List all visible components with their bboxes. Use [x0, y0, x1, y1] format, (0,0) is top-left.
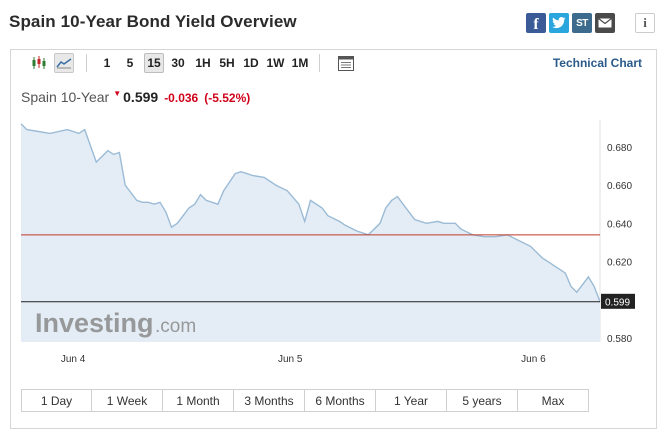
timeframe-1w[interactable]: 1W — [266, 56, 285, 70]
toolbar-divider — [319, 54, 320, 72]
twitter-icon — [552, 17, 566, 29]
line-chart-button[interactable] — [54, 53, 74, 73]
timeframe-1min[interactable]: 1 — [103, 56, 111, 70]
table-icon — [338, 55, 354, 71]
range-1-week-button[interactable]: 1 Week — [92, 390, 163, 411]
series-area — [21, 123, 600, 342]
page-header: Spain 10-Year Bond Yield Overview f ST i — [0, 0, 667, 40]
timeframe-1m[interactable]: 1M — [291, 56, 309, 70]
range-3-months-button[interactable]: 3 Months — [234, 390, 305, 411]
range-1-year-button[interactable]: 1 Year — [376, 390, 447, 411]
email-share-button[interactable] — [595, 13, 615, 33]
timeframe-5h[interactable]: 5H — [219, 56, 235, 70]
range-6-months-button[interactable]: 6 Months — [305, 390, 376, 411]
range-1-day-button[interactable]: 1 Day — [22, 390, 92, 411]
technical-chart-link[interactable]: Technical Chart — [552, 56, 642, 70]
instrument-name: Spain 10-Year — [21, 89, 110, 105]
range-selector: 1 Day 1 Week 1 Month 3 Months 6 Months 1… — [21, 389, 589, 412]
range-1-month-button[interactable]: 1 Month — [163, 390, 234, 411]
price-change-percent: (-5.52%) — [204, 91, 251, 105]
x-tick-label: Jun 5 — [278, 354, 303, 365]
stocktwits-share-button[interactable]: ST — [572, 13, 592, 33]
facebook-share-button[interactable]: f — [526, 13, 546, 33]
candlestick-chart-button[interactable] — [29, 53, 49, 73]
down-arrow-icon: ▼ — [113, 89, 122, 98]
last-price: 0.599 — [123, 89, 159, 105]
timeframe-30min[interactable]: 30 — [171, 56, 185, 70]
investing-watermark-logo: Investing — [35, 308, 154, 338]
timeframe-5min[interactable]: 5 — [126, 56, 134, 70]
investing-watermark-suffix: .com — [155, 316, 196, 337]
price-change: -0.036 — [164, 91, 199, 105]
range-max-button[interactable]: Max — [541, 393, 565, 408]
candlestick-icon — [32, 56, 46, 69]
quote-line: Spain 10-Year ▼ 0.599 -0.036 (-5.52%) — [21, 89, 250, 105]
data-table-button[interactable] — [336, 53, 356, 73]
series-line — [20, 123, 601, 303]
timeframe-1h[interactable]: 1H — [195, 56, 211, 70]
info-button[interactable]: i — [635, 13, 655, 33]
twitter-share-button[interactable] — [549, 13, 569, 33]
timeframe-15min[interactable]: 15 — [144, 53, 164, 73]
price-chart: Investing .com 0.680 0.660 0.640 0.620 0.580 0.… — [20, 120, 635, 365]
chart-toolbar: 1 5 15 30 1H 5H 1D 1W 1M Technical Chart — [11, 50, 656, 77]
envelope-icon — [598, 18, 612, 28]
last-price-badge — [601, 293, 635, 309]
last-price-badge-label: 0.599 — [605, 297, 630, 308]
page-title: Spain 10-Year Bond Yield Overview — [9, 12, 297, 31]
y-tick-label: 0.680 — [607, 143, 632, 154]
x-tick-label: Jun 6 — [521, 354, 546, 365]
share-bar: f ST — [526, 13, 615, 33]
line-chart-icon — [56, 58, 72, 69]
y-tick-label: 0.620 — [607, 258, 632, 269]
timeframe-1d[interactable]: 1D — [243, 56, 259, 70]
toolbar-divider — [86, 54, 87, 72]
chart-panel: 1 5 15 30 1H 5H 1D 1W 1M Technical Chart… — [10, 49, 657, 429]
y-tick-label: 0.580 — [607, 334, 632, 345]
y-tick-label: 0.660 — [607, 181, 632, 192]
x-tick-label: Jun 4 — [61, 354, 86, 365]
y-tick-label: 0.640 — [607, 219, 632, 230]
range-5-years-button[interactable]: 5 years — [447, 390, 518, 411]
